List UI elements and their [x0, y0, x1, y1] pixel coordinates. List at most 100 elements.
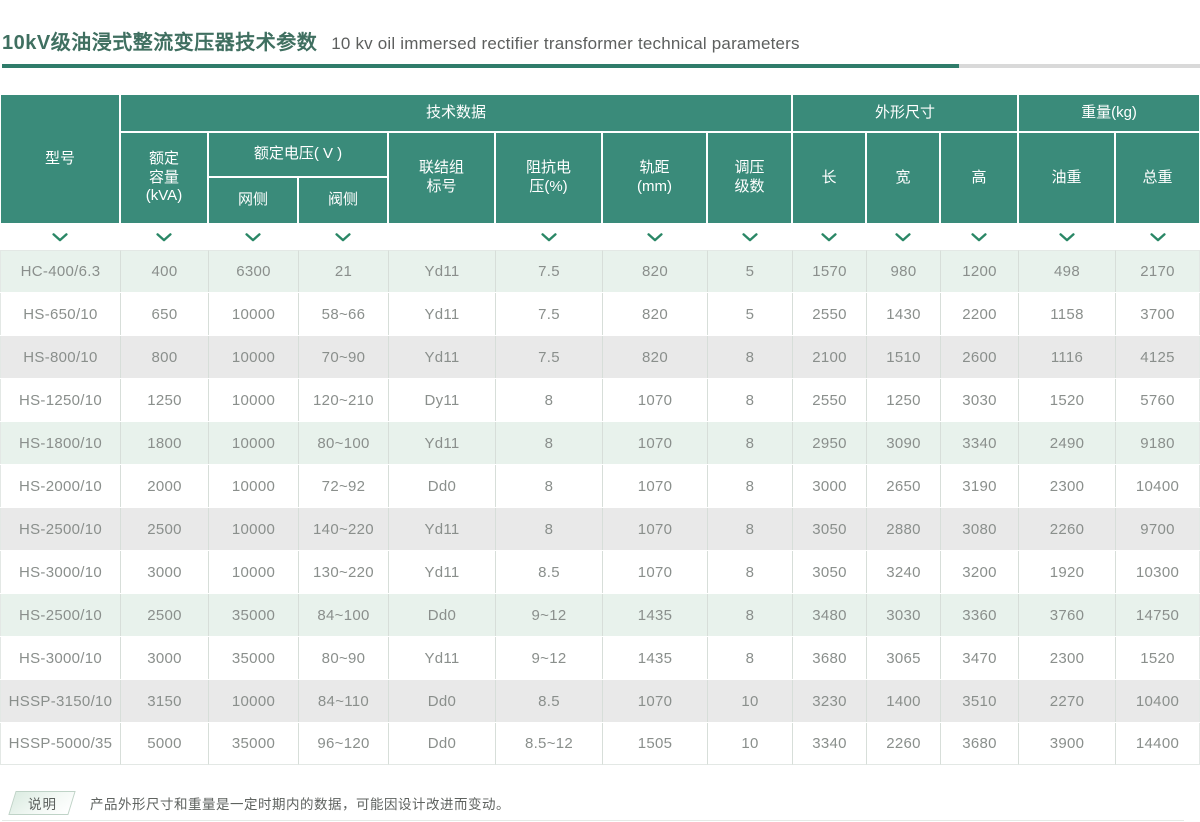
cell-width: 980: [866, 250, 940, 292]
cell-length: 2100: [792, 336, 866, 378]
chevron-down-icon[interactable]: [646, 232, 663, 242]
column-header-vector-group: 联结组 标号: [388, 132, 495, 224]
chevron-down-icon[interactable]: [540, 232, 557, 242]
column-header-impedance: 阻抗电 压(%): [495, 132, 602, 224]
cell-length: 3340: [792, 723, 866, 765]
cell-tap-steps: 5: [707, 250, 792, 292]
cell-vector-group: Yd11: [388, 551, 495, 593]
cell-impedance: 8.5: [495, 551, 602, 593]
cell-model: HSSP-3150/10: [0, 680, 120, 722]
chevron-down-icon[interactable]: [52, 232, 68, 242]
cell-grid-side: 6300: [208, 250, 298, 292]
cell-valve-side: 21: [298, 250, 388, 292]
cell-grid-side: 10000: [208, 336, 298, 378]
cell-length: 3050: [792, 508, 866, 550]
cell-vector-group: Yd11: [388, 293, 495, 335]
table-row: HS-1250/10 1250 10000 120~210 Dy11 8 1070 8 2550…: [0, 379, 1200, 421]
cell-grid-side: 35000: [208, 723, 298, 765]
cell-impedance: 8: [495, 422, 602, 464]
cell-capacity: 800: [120, 336, 208, 378]
cell-grid-side: 10000: [208, 465, 298, 507]
cell-vector-group: Dd0: [388, 594, 495, 636]
cell-valve-side: 80~100: [298, 422, 388, 464]
chevron-down-icon[interactable]: [971, 232, 987, 242]
chevron-down-icon[interactable]: [1149, 232, 1166, 242]
cell-valve-side: 96~120: [298, 723, 388, 765]
chevron-down-icon[interactable]: [335, 232, 351, 242]
cell-height: 3200: [940, 551, 1018, 593]
cell-model: HC-400/6.3: [0, 250, 120, 292]
cell-width: 1430: [866, 293, 940, 335]
cell-valve-side: 140~220: [298, 508, 388, 550]
chevron-down-icon[interactable]: [245, 232, 261, 242]
cell-length: 3000: [792, 465, 866, 507]
title-underline: [2, 64, 1200, 68]
cell-total-weight: 10400: [1115, 680, 1200, 722]
cell-model: HS-650/10: [0, 293, 120, 335]
chevron-cell-valve-side: [298, 224, 388, 250]
cell-grid-side: 10000: [208, 680, 298, 722]
cell-tap-steps: 8: [707, 637, 792, 679]
cell-track-gauge: 1435: [602, 637, 707, 679]
cell-model: HS-3000/10: [0, 551, 120, 593]
cell-total-weight: 3700: [1115, 293, 1200, 335]
cell-capacity: 1800: [120, 422, 208, 464]
cell-capacity: 5000: [120, 723, 208, 765]
cell-capacity: 1250: [120, 379, 208, 421]
chevron-down-icon[interactable]: [741, 232, 758, 242]
cell-impedance: 8.5~12: [495, 723, 602, 765]
cell-vector-group: Yd11: [388, 637, 495, 679]
note-badge-label: 说明: [27, 796, 57, 812]
table-row: HS-1800/10 1800 10000 80~100 Yd11 8 1070 8 2950 3…: [0, 422, 1200, 464]
chevron-cell-vector-group: [388, 224, 495, 250]
table-header: 型号 技术数据 外形尺寸 重量(kg) 额定 容量 (kVA) 额定电压( V …: [0, 94, 1200, 224]
cell-capacity: 2500: [120, 508, 208, 550]
title-underline-accent: [2, 64, 959, 68]
cell-total-weight: 14400: [1115, 723, 1200, 765]
cell-vector-group: Yd11: [388, 422, 495, 464]
cell-height: 3510: [940, 680, 1018, 722]
cell-tap-steps: 8: [707, 379, 792, 421]
cell-total-weight: 10400: [1115, 465, 1200, 507]
cell-oil-weight: 1158: [1018, 293, 1115, 335]
title-underline-gray: [959, 64, 1200, 68]
column-header-length: 长: [792, 132, 866, 224]
table-body: HC-400/6.3 400 6300 21 Yd11 7.5 820 5 1570 980 120…: [0, 250, 1200, 765]
table-row: HS-650/10 650 10000 58~66 Yd11 7.5 820 5 2550 143…: [0, 293, 1200, 335]
cell-vector-group: Yd11: [388, 250, 495, 292]
cell-track-gauge: 1070: [602, 551, 707, 593]
chevron-down-icon[interactable]: [821, 232, 837, 242]
cell-height: 3360: [940, 594, 1018, 636]
cell-tap-steps: 10: [707, 723, 792, 765]
table-row: HSSP-5000/35 5000 35000 96~120 Dd0 8.5~12 1505…: [0, 723, 1200, 765]
cell-height: 1200: [940, 250, 1018, 292]
chevron-cell-total-weight: [1115, 224, 1200, 250]
column-header-valve-side: 阀侧: [298, 177, 388, 224]
cell-vector-group: Dy11: [388, 379, 495, 421]
cell-track-gauge: 1070: [602, 680, 707, 722]
cell-length: 1570: [792, 250, 866, 292]
column-header-track-gauge: 轨距 (mm): [602, 132, 707, 224]
column-header-tap-steps: 调压 级数: [707, 132, 792, 224]
page-title-zh: 10kV级油浸式整流变压器技术参数: [2, 32, 318, 54]
cell-oil-weight: 2490: [1018, 422, 1115, 464]
cell-impedance: 8: [495, 465, 602, 507]
chevron-down-icon[interactable]: [1058, 232, 1075, 242]
cell-model: HS-3000/10: [0, 637, 120, 679]
cell-total-weight: 10300: [1115, 551, 1200, 593]
cell-width: 3065: [866, 637, 940, 679]
cell-valve-side: 70~90: [298, 336, 388, 378]
cell-oil-weight: 1520: [1018, 379, 1115, 421]
cell-length: 3050: [792, 551, 866, 593]
table-row: HS-2500/10 2500 10000 140~220 Yd11 8 1070 8 3050…: [0, 508, 1200, 550]
cell-length: 3480: [792, 594, 866, 636]
cell-grid-side: 35000: [208, 594, 298, 636]
cell-height: 3470: [940, 637, 1018, 679]
chevron-down-icon[interactable]: [895, 232, 911, 242]
table-row: HSSP-3150/10 3150 10000 84~110 Dd0 8.5 1070 10 3…: [0, 680, 1200, 722]
cell-oil-weight: 2300: [1018, 637, 1115, 679]
chevron-down-icon[interactable]: [156, 232, 172, 242]
cell-grid-side: 10000: [208, 293, 298, 335]
cell-width: 2880: [866, 508, 940, 550]
